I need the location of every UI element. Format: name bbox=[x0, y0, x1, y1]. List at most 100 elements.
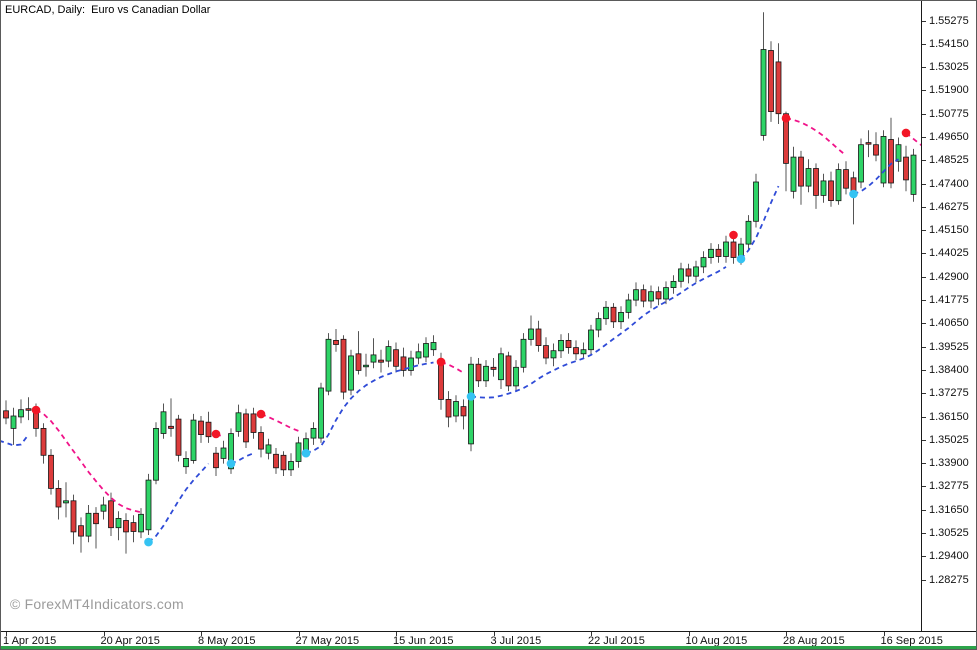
candle bbox=[25, 397, 32, 421]
candle bbox=[798, 150, 804, 205]
candle bbox=[535, 320, 542, 352]
trail-line-up bbox=[147, 462, 210, 543]
candle bbox=[513, 360, 519, 392]
candle bbox=[430, 335, 437, 356]
candle-body-up bbox=[385, 346, 392, 362]
candle-body-down bbox=[400, 356, 407, 371]
candle-body-up bbox=[483, 365, 489, 382]
candle-body-down bbox=[340, 338, 347, 393]
candle bbox=[333, 329, 339, 352]
candle-body-down bbox=[573, 347, 579, 355]
price-axis[interactable]: 1.55275 1.54150 1.53025 1.51900 1.50775 1.496… bbox=[922, 1, 976, 631]
candle bbox=[768, 41, 774, 122]
candle bbox=[115, 511, 122, 541]
date-axis[interactable]: 1 Apr 2015 20 Apr 2015 8 May 2015 27 May 20… bbox=[1, 631, 976, 649]
candle bbox=[828, 171, 834, 207]
candle bbox=[595, 312, 602, 338]
candle-body-up bbox=[348, 355, 354, 391]
candle bbox=[168, 398, 174, 437]
candle-body-down bbox=[333, 339, 339, 345]
candle bbox=[730, 237, 737, 264]
candle bbox=[678, 262, 684, 288]
candle-body-up bbox=[513, 366, 519, 387]
candle bbox=[183, 451, 189, 474]
candle-body-down bbox=[93, 512, 99, 525]
candle-body-up bbox=[805, 168, 812, 187]
price-tick-mark bbox=[922, 323, 926, 325]
candle bbox=[505, 351, 512, 392]
price-tick-mark bbox=[922, 43, 926, 45]
candle bbox=[865, 130, 872, 158]
candle-body-up bbox=[670, 280, 677, 288]
price-axis-label: 1.30525 bbox=[929, 527, 969, 539]
candle-body-up bbox=[10, 415, 17, 429]
candle bbox=[835, 163, 842, 205]
price-axis-label: 1.44025 bbox=[929, 247, 969, 260]
candle-body-up bbox=[693, 266, 699, 277]
candle-body-up bbox=[145, 479, 152, 531]
candle-body-up bbox=[835, 169, 842, 202]
candle-body-up bbox=[580, 349, 587, 355]
trail-line-up bbox=[305, 361, 434, 455]
price-axis-label: 1.47400 bbox=[929, 177, 969, 190]
candle-body-up bbox=[220, 447, 227, 459]
date-tick-mark bbox=[298, 632, 300, 636]
price-tick-mark bbox=[922, 509, 926, 511]
price-tick-mark bbox=[922, 439, 926, 441]
candle bbox=[40, 423, 47, 464]
candle bbox=[498, 347, 504, 389]
candle-body-up bbox=[183, 457, 189, 468]
candle bbox=[415, 343, 422, 365]
price-tick-mark bbox=[922, 137, 926, 138]
price-axis-label: 1.29400 bbox=[929, 550, 969, 563]
candle bbox=[445, 391, 452, 428]
candle bbox=[205, 411, 212, 443]
candle-body-down bbox=[865, 142, 872, 145]
candle bbox=[243, 408, 249, 448]
candle bbox=[715, 244, 722, 263]
candle bbox=[843, 161, 849, 195]
candle bbox=[753, 173, 759, 228]
candle-body-down bbox=[213, 452, 219, 469]
candle bbox=[775, 43, 782, 124]
candle-body-up bbox=[153, 427, 159, 481]
candle bbox=[190, 413, 197, 464]
date-tick-mark bbox=[493, 632, 495, 636]
candle-body-down bbox=[565, 339, 572, 348]
candle bbox=[393, 342, 399, 373]
candle-body-up bbox=[558, 339, 564, 352]
price-tick-mark bbox=[922, 346, 926, 348]
candle-body-up bbox=[895, 144, 902, 162]
candle-body-down bbox=[108, 500, 114, 529]
candle-body-down bbox=[460, 406, 467, 417]
chart-plot-area[interactable]: EURCAD, Daily: Euro vs Canadian Dollar ©… bbox=[1, 1, 922, 631]
candle bbox=[475, 358, 482, 387]
date-axis-label: 27 May 2015 bbox=[295, 635, 360, 647]
price-tick-mark bbox=[922, 533, 926, 534]
date-axis-label: 16 Sep 2015 bbox=[880, 635, 943, 647]
candle-body-up bbox=[588, 329, 594, 351]
candle bbox=[460, 399, 467, 430]
candle-body-up bbox=[265, 444, 272, 454]
date-axis-label: 20 Apr 2015 bbox=[100, 635, 160, 647]
candle-body-down bbox=[535, 328, 542, 347]
candle-body-up bbox=[648, 291, 654, 302]
candle-body-down bbox=[775, 61, 782, 115]
candle bbox=[633, 282, 639, 307]
candle-body-down bbox=[198, 420, 204, 436]
candle bbox=[130, 515, 137, 543]
candle-body-up bbox=[453, 401, 459, 417]
price-tick-mark bbox=[922, 463, 926, 465]
price-axis-label: 1.37275 bbox=[929, 387, 969, 400]
candle bbox=[618, 306, 624, 329]
candle bbox=[175, 414, 182, 462]
candle bbox=[340, 335, 347, 400]
candle-body-up bbox=[115, 518, 122, 529]
price-axis-label: 1.31650 bbox=[929, 503, 969, 516]
date-tick-mark bbox=[883, 632, 885, 636]
candle bbox=[123, 513, 129, 554]
candle-body-up bbox=[235, 412, 242, 432]
candle-body-up bbox=[85, 512, 92, 537]
trend-flip-dot-up bbox=[466, 392, 476, 401]
candle bbox=[783, 111, 789, 192]
